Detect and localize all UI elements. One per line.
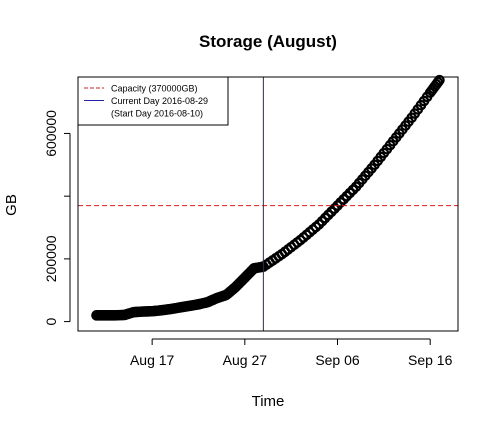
x-axis-label: Time — [252, 393, 285, 410]
x-tick-label: Sep 16 — [408, 352, 453, 368]
chart-title: Storage (August) — [199, 32, 337, 51]
y-tick-label: 0 — [43, 317, 59, 325]
legend-label: (Start Day 2016-08-10) — [111, 109, 203, 119]
plot-frame — [77, 76, 459, 332]
x-tick-label: Aug 17 — [130, 352, 175, 368]
legend-label: Current Day 2016-08-29 — [111, 96, 208, 106]
x-tick-label: Aug 27 — [223, 352, 268, 368]
x-tick-label: Sep 06 — [315, 352, 360, 368]
y-tick-label: 600000 — [43, 110, 59, 157]
legend: Capacity (370000GB) Current Day 2016-08-2… — [77, 76, 229, 126]
plot-area — [78, 74, 458, 331]
y-axis-label: GB — [3, 194, 20, 216]
data-point — [434, 74, 445, 86]
y-tick-label: 200000 — [43, 235, 59, 282]
axes: Aug 17 Aug 27 Sep 06 Sep 16 0 200000 600000 — [43, 76, 459, 368]
legend-label: Capacity (370000GB) — [111, 84, 198, 94]
